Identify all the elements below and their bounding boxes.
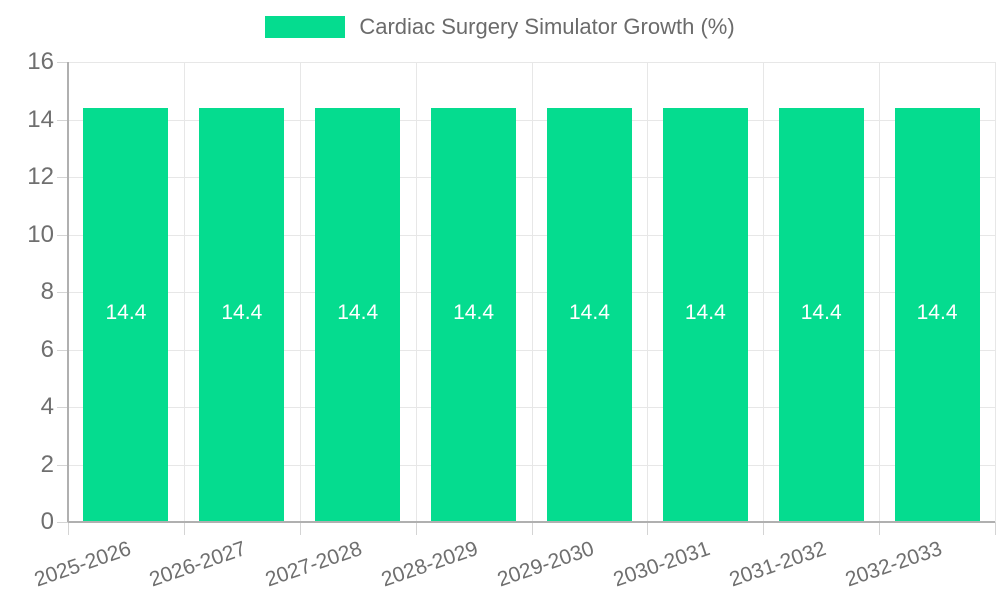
y-axis-tick	[57, 177, 68, 178]
bar-2027-2028: 14.4	[315, 108, 401, 522]
x-axis-tick-label: 2026-2027	[146, 537, 250, 592]
x-axis-tick-label: 2030-2031	[610, 537, 713, 592]
y-axis-tick-label: 6	[40, 335, 54, 363]
y-axis-tick-label: 10	[27, 220, 54, 248]
gridline-vertical	[183, 62, 185, 522]
x-axis-tick	[995, 522, 996, 535]
y-axis-tick	[57, 464, 68, 466]
y-axis-tick	[57, 119, 68, 121]
gridline-vertical	[299, 62, 301, 522]
y-axis-tick-label: 0	[40, 508, 54, 535]
x-axis-tick	[647, 522, 649, 535]
bar-2026-2027: 14.4	[199, 108, 285, 522]
y-axis-tick	[57, 349, 68, 351]
bar-value-label: 14.4	[800, 301, 842, 324]
gridline-vertical	[763, 62, 765, 522]
bar-value-label: 14.4	[221, 301, 263, 324]
gridline-vertical	[647, 62, 649, 522]
bar-value-label: 14.4	[684, 301, 726, 324]
x-axis-line	[68, 521, 995, 523]
x-axis-tick-label: 2032-2033	[842, 537, 945, 592]
y-axis-tick	[57, 292, 68, 293]
y-axis-tick	[57, 62, 68, 63]
gridline-vertical	[995, 62, 996, 522]
x-axis-tick	[763, 522, 765, 535]
y-axis-tick-label: 8	[40, 278, 54, 305]
legend-color-swatch	[265, 16, 346, 38]
y-axis-line	[67, 62, 69, 522]
y-axis-tick-label: 12	[27, 163, 54, 190]
y-axis-tick-label: 14	[27, 105, 54, 133]
x-axis-tick	[415, 522, 417, 535]
bar-value-label: 14.4	[105, 301, 147, 324]
x-axis-tick-label: 2028-2029	[378, 537, 482, 592]
y-axis-tick-label: 2	[40, 450, 54, 478]
x-axis-tick-label: 2025-2026	[30, 537, 134, 592]
x-axis-tick	[68, 522, 69, 535]
y-axis-tick	[57, 407, 68, 408]
gridline-vertical	[879, 62, 881, 522]
x-axis-tick	[879, 522, 881, 535]
gridline-vertical	[531, 62, 533, 522]
bar-value-label: 14.4	[916, 301, 958, 324]
gridline-vertical	[415, 62, 417, 522]
bar-value-label: 14.4	[453, 301, 494, 324]
bar-2031-2032: 14.4	[778, 108, 864, 522]
bar-2025-2026: 14.4	[83, 108, 169, 522]
legend-item[interactable]: Cardiac Surgery Simulator Growth (%)	[0, 14, 1000, 40]
x-axis-tick	[531, 522, 533, 535]
y-axis-tick-label: 4	[40, 393, 54, 420]
y-axis-tick	[57, 234, 68, 236]
bar-2028-2029: 14.4	[431, 108, 517, 522]
bar-2029-2030: 14.4	[546, 108, 632, 522]
bar-2030-2031: 14.4	[662, 108, 748, 522]
x-axis-tick	[299, 522, 301, 535]
bar-2032-2033: 14.4	[894, 108, 980, 522]
y-axis-tick-label: 16	[27, 48, 54, 75]
x-axis-tick-label: 2031-2032	[726, 537, 829, 592]
bar-value-label: 14.4	[337, 301, 379, 324]
y-axis-tick	[57, 522, 68, 523]
x-axis-tick-label: 2027-2028	[262, 537, 366, 592]
legend-label: Cardiac Surgery Simulator Growth (%)	[359, 14, 735, 39]
bar-value-label: 14.4	[569, 301, 610, 324]
x-axis-tick-label: 2029-2030	[494, 537, 597, 592]
plot-area: 14.4 14.4 14.4 14.4 14.4 14.4 14.4 14.4	[68, 62, 996, 522]
x-axis-tick	[183, 522, 185, 535]
